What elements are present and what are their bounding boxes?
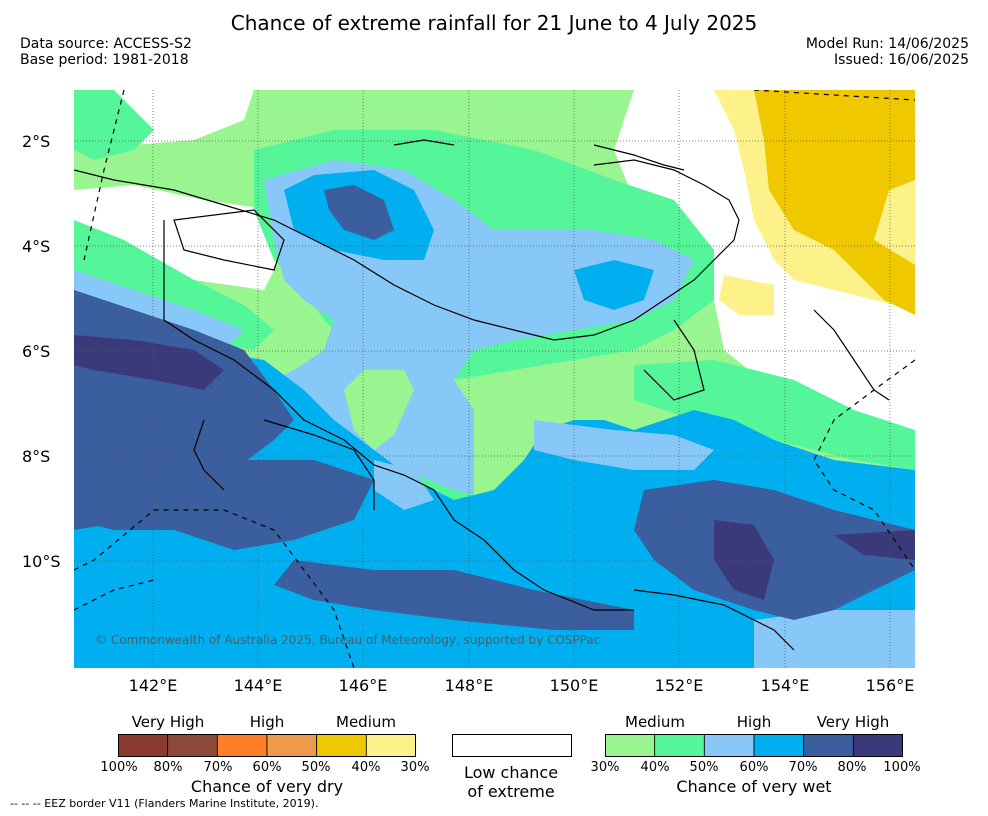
wet-pct: 70%	[788, 760, 818, 775]
wet-80-region	[274, 560, 634, 630]
map-title: Chance of extreme rainfall for 21 June t…	[230, 11, 758, 35]
lon-label: 156°E	[865, 676, 915, 695]
eez-border	[74, 90, 915, 668]
rainfall-map	[74, 90, 915, 668]
dry-swatch-0	[118, 734, 169, 757]
dry-medium-region	[719, 275, 774, 315]
wet-medium-region	[74, 90, 154, 160]
wet-high-region	[374, 460, 434, 510]
low-legend-line2: of extreme	[467, 782, 555, 801]
wet-high-region	[754, 610, 915, 668]
model-run: Model Run: 14/06/2025	[805, 36, 969, 52]
dry-colorbar	[118, 734, 416, 757]
lon-label: 150°E	[549, 676, 599, 695]
meta-right: Model Run: 14/06/2025 Issued: 16/06/2025	[806, 36, 969, 68]
dry-legend-title: Chance of very dry	[190, 777, 344, 796]
wet-high-region	[534, 420, 714, 470]
low-legend-line1: Low chance	[463, 763, 559, 782]
issued-date: Issued: 16/06/2025	[834, 52, 969, 68]
wet-medium-region	[74, 220, 274, 350]
wet-category: High	[736, 713, 772, 731]
wet-pct: 40%	[640, 760, 670, 775]
dry-pct: 30%	[400, 760, 430, 775]
dry-category: Very High	[131, 713, 205, 731]
wet-100-region	[834, 530, 915, 560]
lon-label: 146°E	[338, 676, 388, 695]
lat-label: 8°S	[22, 447, 51, 466]
wet-very-high-region	[574, 260, 654, 310]
lon-label: 154°E	[760, 676, 810, 695]
wet-swatch-1	[654, 734, 705, 757]
dry-category: High	[249, 713, 285, 731]
graticule	[74, 90, 915, 668]
dry-pct: 40%	[351, 760, 381, 775]
wet-colorbar	[605, 734, 903, 757]
wet-pct: 100%	[883, 760, 921, 775]
low-legend-title: Low chance of extreme	[440, 763, 582, 801]
wet-swatch-5	[852, 734, 903, 757]
lat-label: 6°S	[22, 342, 51, 361]
wet-100-region	[74, 335, 224, 390]
wet-100-region	[714, 520, 774, 600]
lon-label: 152°E	[654, 676, 704, 695]
coastlines	[74, 139, 890, 651]
eez-footnote: -- -- -- EEZ border V11 (Flanders Marine…	[10, 797, 319, 810]
wet-swatch-0	[605, 734, 656, 757]
wet-swatch-3	[753, 734, 805, 757]
data-source: Data source: ACCESS-S2	[20, 36, 192, 52]
lat-label: 2°S	[22, 132, 51, 151]
dry-swatch-4	[316, 734, 367, 757]
wet-pct: 60%	[739, 760, 769, 775]
lon-label: 144°E	[233, 676, 283, 695]
dry-swatch-3	[266, 734, 318, 757]
wet-80-region	[74, 440, 374, 550]
lat-label: 4°S	[22, 237, 51, 256]
wet-category: Very High	[816, 713, 890, 731]
wet-category: Medium	[625, 713, 685, 731]
dry-pct: 50%	[301, 760, 331, 775]
base-period: Base period: 1981-2018	[20, 52, 189, 68]
dry-swatch-5	[365, 734, 416, 757]
wet-pct: 50%	[689, 760, 719, 775]
dry-pct: 70%	[203, 760, 233, 775]
wet-80-region	[634, 480, 915, 620]
dry-swatch-2	[216, 734, 268, 757]
dry-category: Medium	[336, 713, 396, 731]
wet-legend-title: Chance of very wet	[676, 777, 832, 796]
copyright-notice: © Commonwealth of Australia 2025, Bureau…	[95, 633, 601, 647]
map-canvas	[74, 90, 915, 668]
wet-swatch-4	[803, 734, 854, 757]
wet-80-region	[324, 185, 394, 240]
meta-left: Data source: ACCESS-S2 Base period: 1981…	[20, 36, 192, 68]
wet-swatch-2	[703, 734, 755, 757]
dry-swatch-1	[167, 734, 218, 757]
lon-label: 148°E	[444, 676, 494, 695]
medium-wet-base	[344, 370, 414, 450]
wet-pct: 30%	[590, 760, 620, 775]
dry-high-region	[754, 90, 915, 315]
wet-medium-region	[634, 360, 915, 470]
wet-pct: 80%	[837, 760, 867, 775]
dry-pct: 60%	[252, 760, 282, 775]
low-chance-swatch	[452, 734, 572, 757]
dry-pct: 80%	[153, 760, 183, 775]
dry-pct: 100%	[100, 760, 138, 775]
lat-label: 10°S	[22, 552, 61, 571]
lon-label: 142°E	[128, 676, 178, 695]
